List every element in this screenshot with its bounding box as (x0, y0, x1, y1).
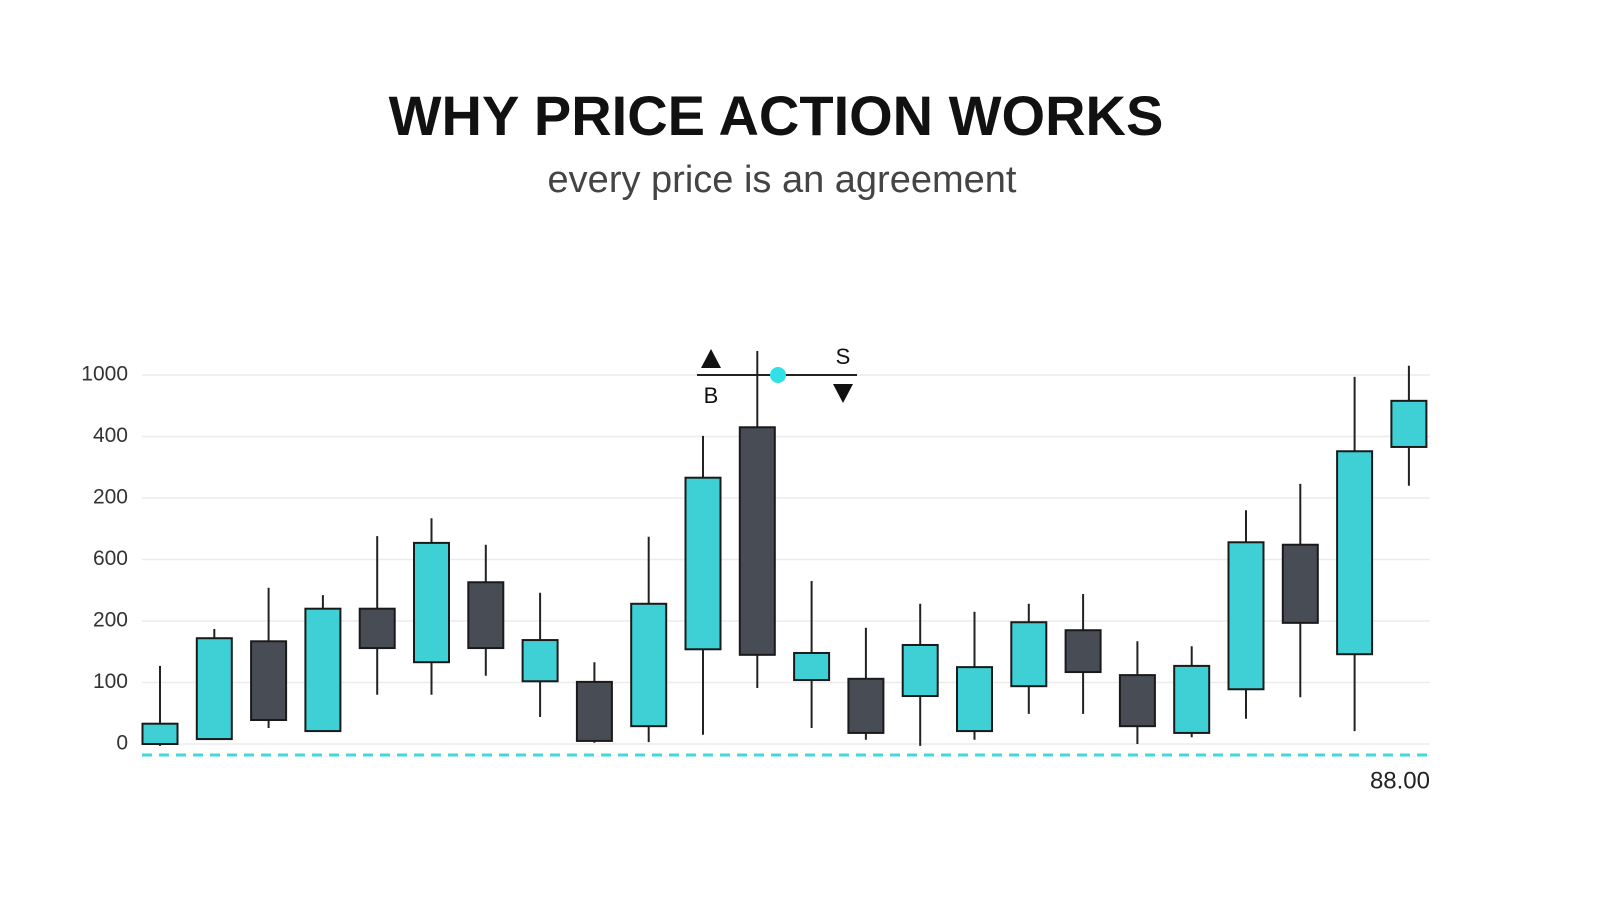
candle-body (956, 666, 993, 733)
candle-body (467, 581, 505, 650)
candle-body (304, 607, 342, 733)
y-tick-label: 600 (93, 547, 128, 570)
sell-arrow (833, 384, 853, 403)
candle-body (1064, 629, 1102, 674)
y-tick-label: 200 (93, 486, 128, 509)
sell-label: S (836, 344, 851, 369)
buy-label: B (704, 383, 719, 408)
candle-body (684, 476, 722, 651)
chart-title: WHY PRICE ACTION WORKS (389, 84, 1164, 147)
candle-body (1390, 399, 1428, 448)
y-tick-label: 200 (93, 609, 128, 632)
buy-arrow (701, 349, 721, 368)
candle-body (1227, 541, 1265, 691)
candle-body (901, 643, 939, 698)
candle-body (1281, 543, 1319, 624)
candle-body (413, 541, 450, 664)
candle-body (847, 677, 885, 734)
candle-body (1336, 450, 1374, 656)
candle-body (738, 426, 776, 656)
y-tick-label: 400 (93, 424, 128, 447)
price-label: 88.00 (1370, 767, 1430, 794)
candle-body (195, 637, 233, 741)
y-tick-label: 1000 (81, 363, 128, 386)
candle-body (358, 607, 396, 650)
y-tick-label: 100 (93, 670, 128, 693)
candle-body (575, 680, 613, 742)
y-tick-label: 0 (116, 732, 128, 755)
trade-marker: B S (697, 344, 857, 408)
candle-body (141, 722, 179, 746)
candle-body (1118, 674, 1156, 728)
candle-body (1010, 621, 1048, 688)
candle-body (630, 602, 668, 728)
candle-body (793, 651, 831, 682)
candle-body (1173, 664, 1211, 734)
candle-body (250, 640, 288, 722)
candle-body (521, 639, 559, 683)
marker-dot (770, 367, 786, 383)
chart-subtitle: every price is an agreement (548, 159, 1017, 201)
